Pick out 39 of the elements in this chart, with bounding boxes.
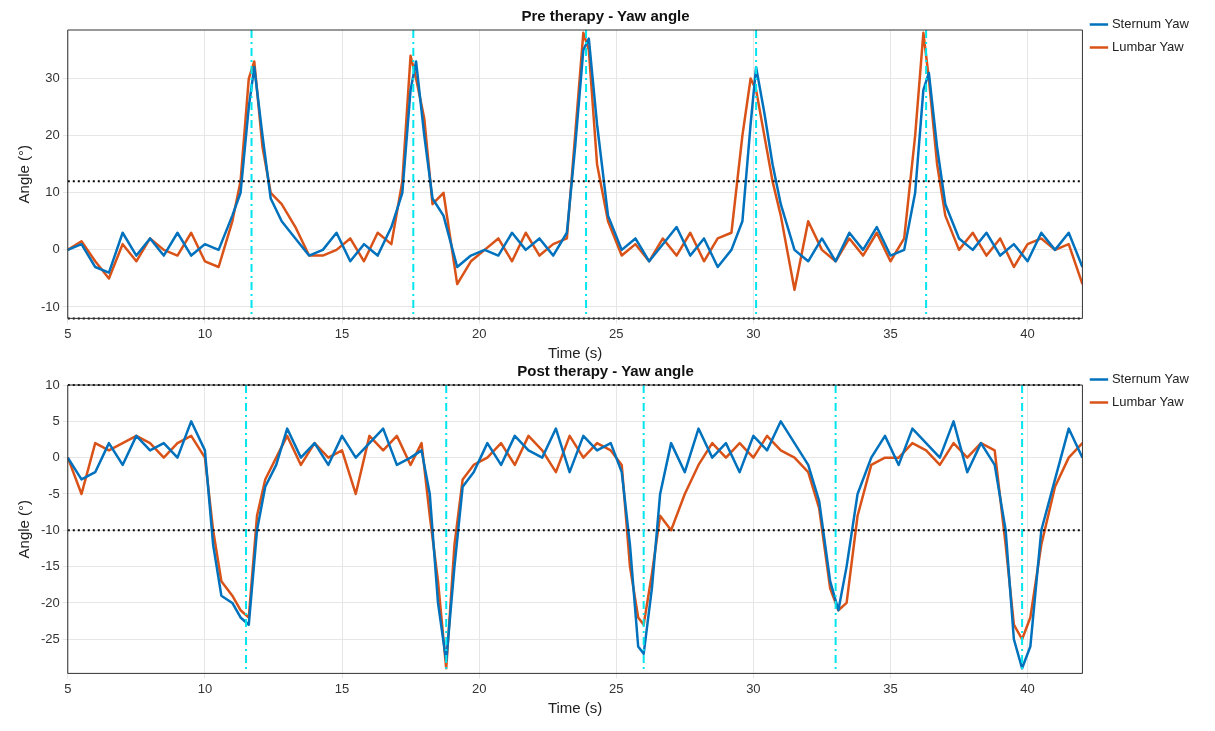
x-axis-title: Time (s) — [547, 344, 603, 362]
y-tick-label: -15 — [40, 558, 60, 574]
x-tick-label: 10 — [197, 680, 213, 696]
x-tick-label: 25 — [609, 325, 624, 341]
x-tick-label: 30 — [746, 325, 761, 341]
y-tick-label: -25 — [40, 630, 60, 646]
x-axis-title: Time (s) — [547, 699, 603, 717]
legend-label: Sternum Yaw — [1111, 16, 1190, 32]
x-tick-label: 35 — [883, 680, 898, 696]
y-tick-label: -10 — [40, 521, 60, 537]
chart-title: Post therapy - Yaw angle — [517, 362, 694, 380]
y-tick-label: -10 — [40, 298, 60, 314]
x-tick-label: 15 — [334, 325, 350, 341]
x-tick-label: 30 — [746, 680, 761, 696]
x-tick-label: 15 — [334, 680, 350, 696]
y-tick-label: -5 — [48, 485, 60, 501]
y-tick-label: 0 — [52, 449, 60, 465]
x-tick-label: 20 — [471, 325, 487, 341]
x-tick-label: 25 — [609, 680, 624, 696]
x-tick-label: 20 — [471, 680, 487, 696]
x-tick-label: 5 — [64, 325, 72, 341]
x-tick-label: 40 — [1020, 680, 1035, 696]
legend-label: Lumbar Yaw — [1111, 39, 1185, 55]
y-axis-title: Angle (°) — [15, 499, 33, 559]
y-tick-label: 20 — [45, 127, 60, 143]
legend-label: Sternum Yaw — [1111, 371, 1190, 387]
y-tick-label: 10 — [45, 184, 60, 200]
y-tick-label: 30 — [45, 70, 60, 86]
y-tick-label: 5 — [52, 412, 60, 428]
legend-label: Lumbar Yaw — [1111, 394, 1185, 410]
y-tick-label: 0 — [52, 241, 60, 257]
x-tick-label: 10 — [197, 325, 213, 341]
y-tick-label: -20 — [40, 594, 60, 610]
y-tick-label: 10 — [45, 376, 60, 392]
y-axis-title: Angle (°) — [15, 144, 33, 204]
chart-title: Pre therapy - Yaw angle — [521, 7, 690, 25]
x-tick-label: 35 — [883, 325, 898, 341]
x-tick-label: 5 — [64, 680, 72, 696]
x-tick-label: 40 — [1020, 325, 1035, 341]
